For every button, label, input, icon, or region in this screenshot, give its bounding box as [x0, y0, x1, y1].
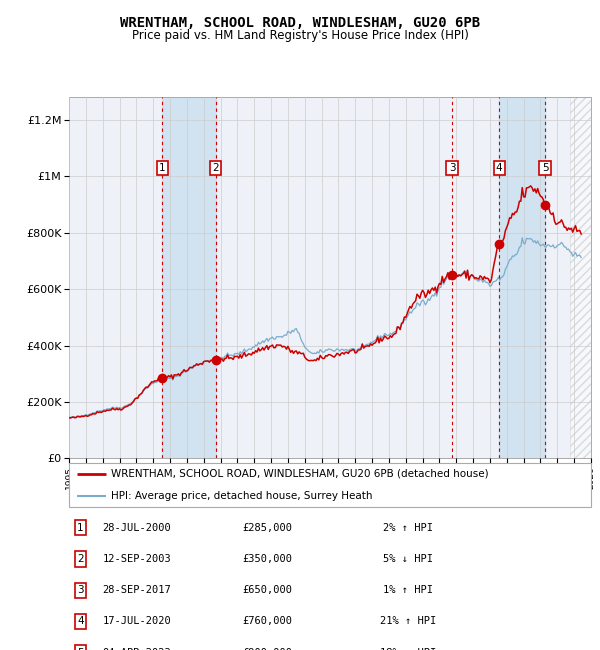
Text: 17-JUL-2020: 17-JUL-2020 — [103, 616, 171, 627]
Text: £650,000: £650,000 — [242, 585, 292, 595]
Text: 28-JUL-2000: 28-JUL-2000 — [103, 523, 171, 533]
Text: HPI: Average price, detached house, Surrey Heath: HPI: Average price, detached house, Surr… — [111, 491, 372, 501]
Text: 21% ↑ HPI: 21% ↑ HPI — [380, 616, 436, 627]
Text: 5: 5 — [542, 163, 548, 173]
Text: £760,000: £760,000 — [242, 616, 292, 627]
Text: 3: 3 — [449, 163, 455, 173]
Text: £900,000: £900,000 — [242, 647, 292, 650]
Text: 4: 4 — [77, 616, 84, 627]
Text: 12-SEP-2003: 12-SEP-2003 — [103, 554, 171, 564]
Text: 2: 2 — [212, 163, 219, 173]
Text: 04-APR-2023: 04-APR-2023 — [103, 647, 171, 650]
Text: £285,000: £285,000 — [242, 523, 292, 533]
Text: £350,000: £350,000 — [242, 554, 292, 564]
Bar — [570, 98, 599, 458]
Text: 5% ↓ HPI: 5% ↓ HPI — [383, 554, 433, 564]
Text: 2% ↑ HPI: 2% ↑ HPI — [383, 523, 433, 533]
Text: Price paid vs. HM Land Registry's House Price Index (HPI): Price paid vs. HM Land Registry's House … — [131, 29, 469, 42]
Text: WRENTHAM, SCHOOL ROAD, WINDLESHAM, GU20 6PB: WRENTHAM, SCHOOL ROAD, WINDLESHAM, GU20 … — [120, 16, 480, 30]
FancyBboxPatch shape — [69, 463, 591, 507]
Text: 5: 5 — [77, 647, 84, 650]
Text: 18% ↑ HPI: 18% ↑ HPI — [380, 647, 436, 650]
Text: 1: 1 — [159, 163, 166, 173]
Text: 28-SEP-2017: 28-SEP-2017 — [103, 585, 171, 595]
Text: 1% ↑ HPI: 1% ↑ HPI — [383, 585, 433, 595]
Text: 1: 1 — [77, 523, 84, 533]
Bar — [163, 98, 216, 458]
Text: 3: 3 — [77, 585, 84, 595]
Bar — [499, 98, 545, 458]
Text: 2: 2 — [77, 554, 84, 564]
Text: WRENTHAM, SCHOOL ROAD, WINDLESHAM, GU20 6PB (detached house): WRENTHAM, SCHOOL ROAD, WINDLESHAM, GU20 … — [111, 469, 488, 479]
Text: 4: 4 — [496, 163, 503, 173]
